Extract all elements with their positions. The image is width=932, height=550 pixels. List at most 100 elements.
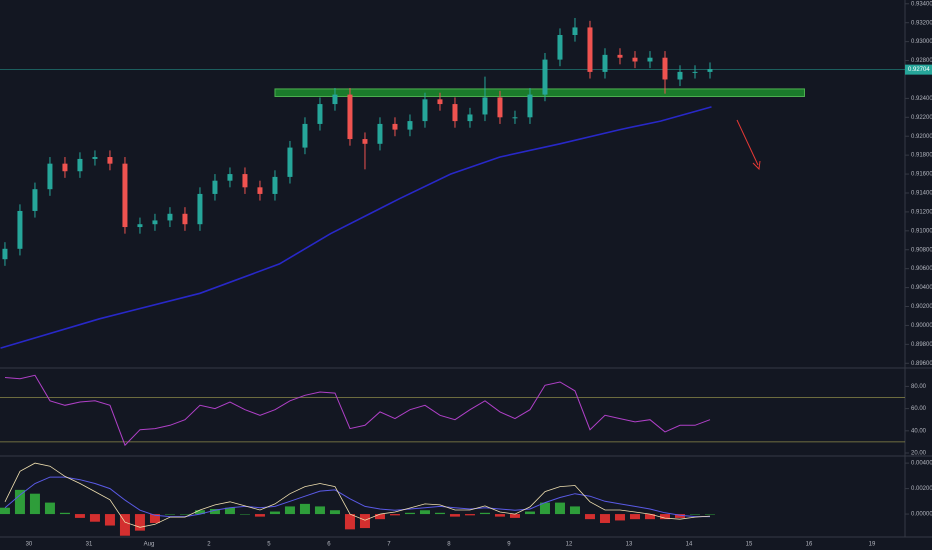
arrow-head: [752, 160, 761, 171]
candle-body: [587, 27, 593, 72]
y-tick-label: 0.92400: [911, 96, 932, 102]
macd-histogram-bar: [344, 514, 355, 530]
x-tick-label: 7: [387, 542, 391, 548]
macd-histogram-bar: [14, 489, 25, 515]
candle-body: [212, 180, 218, 194]
candle-body: [602, 54, 608, 72]
candle-body: [422, 99, 428, 122]
macd-histogram-bar: [59, 512, 70, 515]
candle-body: [692, 71, 698, 73]
candle-body: [317, 104, 323, 124]
macd-histogram-bar: [374, 514, 385, 520]
moving-average: [0, 106, 712, 349]
candle-body: [197, 193, 203, 225]
macd-histogram-bar: [509, 514, 520, 518]
candle-body: [47, 163, 53, 190]
candle-body: [287, 147, 293, 177]
candle-body: [332, 94, 338, 105]
y-tick-label: 40.00: [911, 428, 927, 434]
macd-histogram-bar: [434, 512, 445, 515]
macd-histogram-bar: [299, 503, 310, 515]
macd-histogram-bar: [599, 514, 610, 523]
y-tick-label: 0.91600: [911, 172, 932, 178]
x-tick-label: 6: [327, 542, 331, 548]
candle-body: [302, 123, 308, 148]
macd-histogram-bar: [0, 507, 10, 515]
y-tick-label: 0.90000: [911, 323, 932, 329]
macd-histogram-bar: [29, 493, 40, 515]
macd-histogram-bar: [674, 514, 685, 518]
candle-body: [677, 71, 683, 80]
candle-body: [107, 157, 113, 164]
macd-histogram-bar: [269, 511, 280, 515]
y-tick-label: 0.91400: [911, 191, 932, 197]
candle-body: [707, 69, 713, 72]
macd-histogram-bar: [494, 514, 505, 517]
candle-body: [632, 57, 638, 62]
macd-signal-line: [4, 476, 710, 518]
y-tick-label: 80.00: [911, 384, 927, 390]
x-tick-label: 8: [447, 542, 451, 548]
candle-body: [542, 59, 548, 95]
support-zone: [274, 88, 805, 97]
x-tick-label: 31: [86, 542, 93, 548]
candle-body: [557, 35, 563, 60]
candle-body: [437, 99, 443, 105]
x-tick-label: 13: [626, 542, 633, 548]
macd-histogram-bar: [134, 514, 145, 531]
macd-line: [4, 462, 711, 528]
x-tick-label: 2: [207, 542, 211, 548]
y-tick-label: 20.00: [911, 451, 927, 457]
macd-histogram-bar: [629, 514, 640, 520]
rsi-line: [4, 374, 711, 447]
macd-histogram-bar: [89, 514, 100, 522]
y-tick-label: 0.93000: [911, 39, 932, 45]
y-tick-label: 0.91000: [911, 228, 932, 234]
candle-body: [257, 187, 263, 194]
candle-body: [377, 123, 383, 144]
candle-body: [527, 94, 533, 118]
x-tick-label: 16: [806, 542, 813, 548]
candle-body: [497, 97, 503, 118]
candle-body: [662, 57, 668, 80]
macd-histogram-bar: [449, 514, 460, 517]
macd-histogram-bar: [389, 514, 400, 516]
candle-body: [272, 176, 278, 194]
arrow: [736, 119, 759, 166]
candle-body: [137, 224, 143, 228]
y-tick-label: 0.93400: [911, 1, 932, 7]
y-tick-label: 0.90800: [911, 247, 932, 253]
candle-body: [77, 158, 83, 172]
candle-body: [167, 213, 173, 221]
y-tick-label: 0.92000: [911, 134, 932, 140]
candle-body: [347, 94, 353, 140]
macd-histogram-bar: [74, 514, 85, 518]
macd-histogram-bar: [524, 511, 535, 515]
y-tick-label: 0.89600: [911, 361, 932, 367]
macd-histogram-bar: [464, 514, 475, 516]
macd-histogram-bar: [704, 514, 715, 515]
y-tick-label: 0.00400: [911, 461, 932, 467]
macd-histogram-bar: [614, 514, 625, 521]
macd-histogram-bar: [584, 514, 595, 520]
macd-histogram-bar: [224, 507, 235, 515]
candle-body: [647, 57, 653, 62]
y-tick-label: 0.91800: [911, 153, 932, 159]
candle-body: [512, 117, 518, 119]
macd-histogram-bar: [419, 510, 430, 515]
candle-body: [407, 121, 413, 130]
y-tick-label: 0.00200: [911, 486, 932, 492]
candle-body: [2, 248, 8, 260]
candle-body: [617, 54, 623, 58]
x-tick-label: 5: [267, 542, 271, 548]
y-tick-label: 60.00: [911, 406, 927, 412]
candle-body: [92, 157, 98, 159]
y-tick-label: 0.00000: [911, 512, 932, 518]
candle-body: [452, 104, 458, 122]
candle-body: [467, 114, 473, 122]
macd-histogram-bar: [104, 514, 115, 526]
macd-histogram-bar: [209, 508, 220, 515]
macd-histogram-bar: [239, 514, 250, 515]
y-tick-label: 0.92800: [911, 58, 932, 64]
